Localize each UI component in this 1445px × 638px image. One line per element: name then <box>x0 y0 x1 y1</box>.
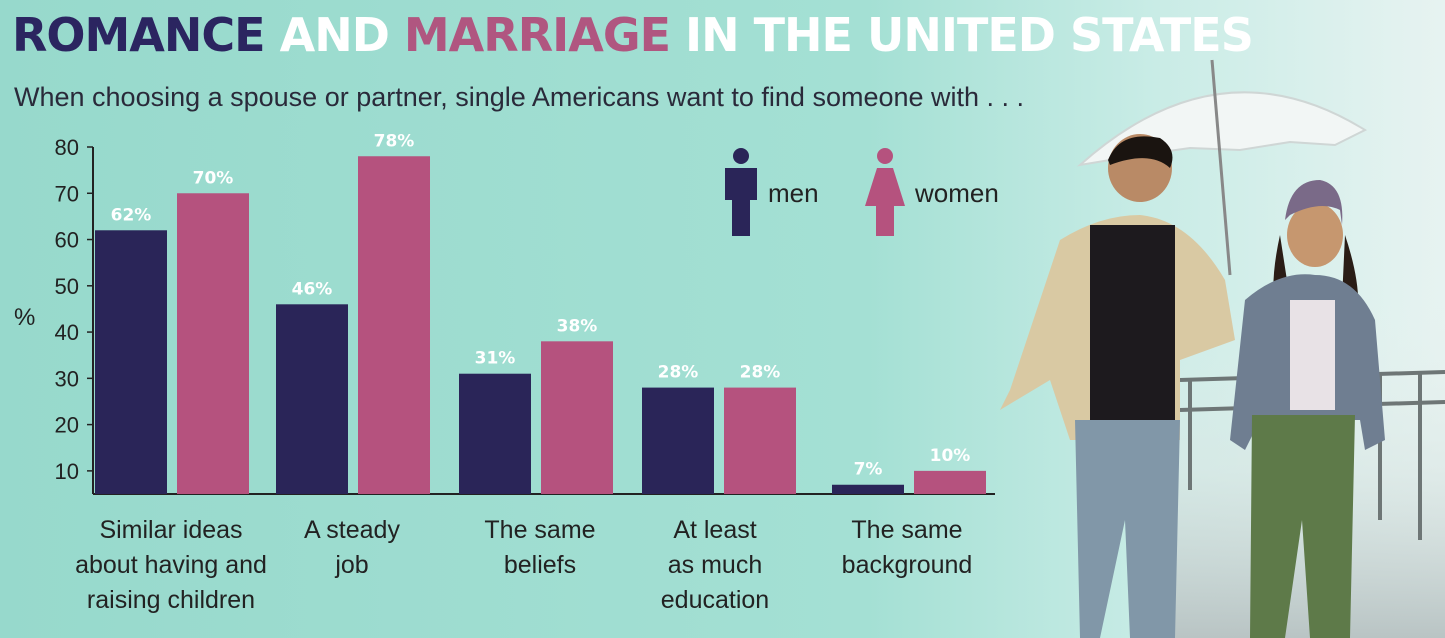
title-part-romance: ROMANCE <box>12 8 280 62</box>
data-label-men: 7% <box>854 460 883 480</box>
category-label: job <box>334 551 368 579</box>
data-label-men: 62% <box>111 205 152 225</box>
data-label-women: 38% <box>557 316 598 336</box>
y-tick-label: 40 <box>55 320 79 345</box>
bar-women <box>177 193 249 494</box>
data-label-women: 10% <box>930 446 971 466</box>
category-label: about having and <box>75 551 267 579</box>
legend-label-women: women <box>914 178 999 208</box>
bar-chart: 10 20 30 40 50 60 70 80% 62% 70% 46% 78% 31% 38% 28% 28… <box>14 131 999 614</box>
data-label-men: 28% <box>658 363 699 383</box>
bar-men <box>642 387 714 494</box>
y-tick-label: 60 <box>55 228 79 253</box>
category-label: as much <box>668 551 762 579</box>
y-tick-label: 30 <box>55 366 79 391</box>
bar-men <box>459 373 531 494</box>
y-tick-label: 80 <box>55 135 79 160</box>
category-label: raising children <box>87 586 255 614</box>
woman-icon <box>865 148 905 236</box>
title-part-and: AND <box>279 8 404 62</box>
bar-women <box>914 470 986 494</box>
title-part-us: IN THE UNITED STATES <box>685 8 1254 62</box>
y-axis-label: % <box>14 304 35 331</box>
page-title: ROMANCE AND MARRIAGE IN THE UNITED STATE… <box>12 12 1254 58</box>
data-label-men: 31% <box>475 349 516 369</box>
couple-photo <box>1000 59 1445 638</box>
category-label: education <box>661 586 769 614</box>
category-label: beliefs <box>504 551 576 579</box>
bar-women <box>358 156 430 494</box>
category-label: The same <box>851 516 962 544</box>
category-label: Similar ideas <box>99 516 242 544</box>
man-figure <box>1000 134 1235 638</box>
bar-women <box>724 387 796 494</box>
data-label-women: 28% <box>740 363 781 383</box>
data-label-women: 78% <box>374 131 415 151</box>
bar-men <box>95 230 167 494</box>
bar-men <box>832 484 904 494</box>
subtitle: When choosing a spouse or partner, singl… <box>14 82 1025 112</box>
category-label: The same <box>484 516 595 544</box>
data-label-women: 70% <box>193 168 234 188</box>
y-tick-label: 10 <box>55 459 79 484</box>
category-label: A steady <box>304 516 400 544</box>
y-tick-label: 20 <box>55 413 79 438</box>
data-label-men: 46% <box>292 279 333 299</box>
legend-label-men: men <box>768 178 819 208</box>
bar-women <box>541 341 613 494</box>
woman-figure <box>1230 180 1385 638</box>
y-tick-label: 50 <box>55 274 79 299</box>
y-tick-label: 70 <box>55 181 79 206</box>
category-label: At least <box>673 516 756 544</box>
man-icon <box>725 148 757 236</box>
bar-men <box>276 304 348 494</box>
title-part-marriage: MARRIAGE <box>403 8 686 62</box>
category-label: background <box>842 551 973 579</box>
